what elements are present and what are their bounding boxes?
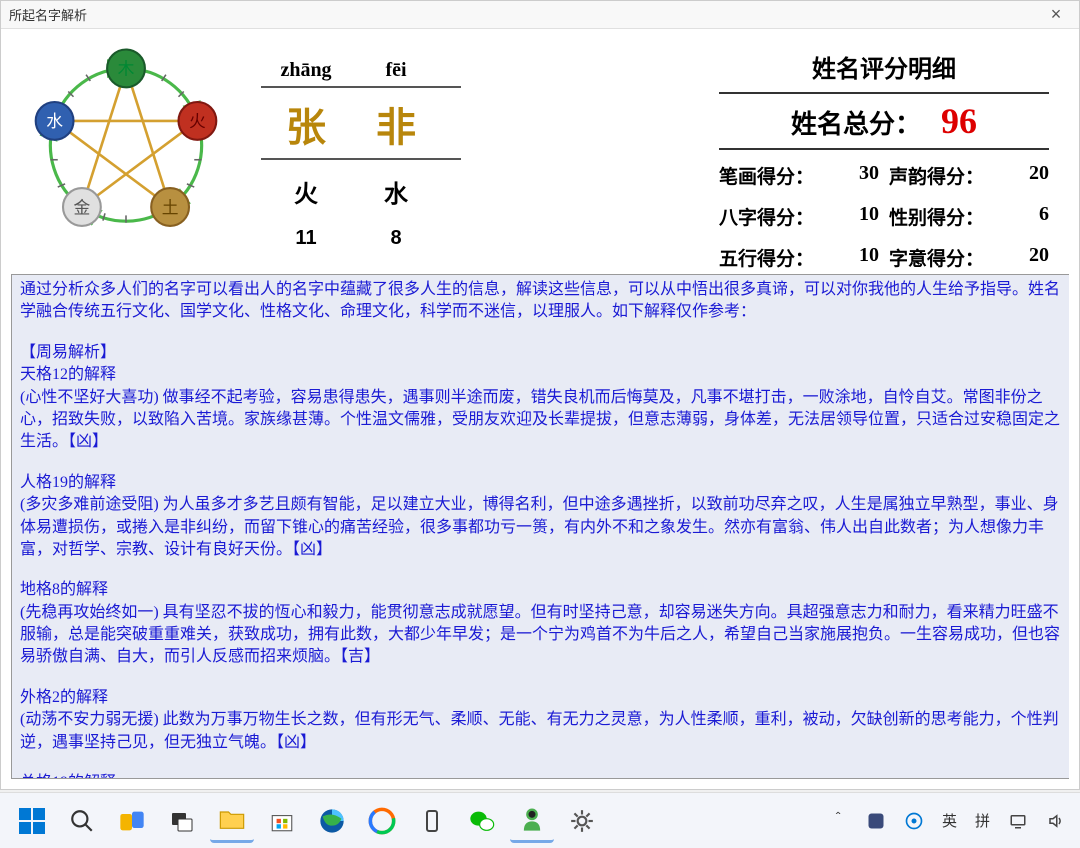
score-item-xingbie: 性别得分： 6 [889,203,1049,230]
titlebar[interactable]: 所起名字解析 × [1,1,1079,29]
analysis-intro: 通过分析众多人们的名字可以看出人的名字中蕴藏了很多人生的信息，解读这些信息，可以… [20,279,1061,324]
score-section: 姓名评分明细 姓名总分： 96 笔画得分： 30 声韵得分： 20 八字得分： … [719,39,1049,271]
taskbar-store[interactable] [260,799,304,843]
analysis-ren-body: (多灾多难前途受阻) 为人虽多才多艺且颇有智能，足以建立大业，博得名利，但中途多… [20,494,1061,561]
tray-onedrive-icon[interactable] [900,807,928,835]
pinyin-given: fēi [351,59,441,82]
tray-app-icon[interactable] [862,807,890,835]
taskbar-left [10,799,604,843]
svg-text:木: 木 [118,60,135,79]
svg-text:金: 金 [74,198,91,217]
hanzi-surname: 张 [261,102,351,154]
strokes-surname: 11 [261,213,351,250]
browser-icon [368,807,396,835]
search-button[interactable] [60,799,104,843]
taskbar-wechat[interactable] [460,799,504,843]
taskview-icon [170,809,194,833]
analysis-textarea[interactable]: 通过分析众多人们的名字可以看出人的名字中蕴藏了很多人生的信息，解读这些信息，可以… [11,274,1069,779]
analysis-zong-title: 总格19的解释 [20,772,1061,779]
total-score-value: 96 [941,100,977,142]
taskbar[interactable]: ＾ 英 拼 [0,792,1080,848]
score-grid: 笔画得分： 30 声韵得分： 20 八字得分： 10 性别得分： 6 五行得分： [719,162,1049,271]
analysis-wai-title: 外格2的解释 [20,687,1061,709]
score-item-shengyun: 声韵得分： 20 [889,162,1049,189]
tray-chevron[interactable]: ＾ [824,807,852,835]
taskbar-browser[interactable] [360,799,404,843]
element-given: 水 [351,174,441,209]
folder-icon [218,805,246,833]
taskbar-explorer[interactable] [210,799,254,843]
taskbar-app-5[interactable] [410,799,454,843]
svg-text:土: 土 [162,198,179,217]
analysis-zhouyi-title: 【周易解析】 [20,342,1061,364]
tray-network-icon[interactable] [1004,807,1032,835]
taskbar-current-app[interactable] [510,799,554,843]
analysis-di-title: 地格8的解释 [20,579,1061,601]
gear-icon [569,808,595,834]
wechat-icon [468,807,496,835]
total-score-label: 姓名总分： [791,104,921,141]
name-divider-2 [261,158,461,160]
ime-lang[interactable]: 英 [938,810,961,831]
score-item-ziyi: 字意得分： 20 [889,244,1049,271]
taskbar-taskview[interactable] [160,799,204,843]
hanzi-given: 非 [351,102,441,154]
window-title: 所起名字解析 [9,5,87,24]
header-section: 木 火 土 金 水 zhāng fēi 张 非 火 水 11 [1,29,1079,269]
name-divider [261,86,461,88]
analysis-di-body: (先稳再攻始终如一) 具有坚忍不拔的恆心和毅力，能贯彻意志成就愿望。但有时坚持己… [20,602,1061,669]
search-icon [69,808,95,834]
score-item-bihua: 笔画得分： 30 [719,162,879,189]
edge-icon [318,807,346,835]
analysis-tian-title: 天格12的解释 [20,364,1061,386]
windows-logo-icon [19,808,45,834]
score-item-bazi: 八字得分： 10 [719,203,879,230]
taskbar-edge[interactable] [310,799,354,843]
svg-text:水: 水 [46,112,63,131]
analysis-tian-body: (心性不坚好大喜功) 做事经不起考验，容易患得患失，遇事则半途而废，错失良机而后… [20,387,1061,454]
app-icon [518,805,546,833]
analysis-wai-body: (动荡不安力弱无援) 此数为万事万物生长之数，但有形无气、柔顺、无能、有无力之灵… [20,709,1061,754]
pinyin-surname: zhāng [261,59,351,82]
total-score-row: 姓名总分： 96 [719,92,1049,150]
start-button[interactable] [10,799,54,843]
taskbar-settings[interactable] [560,799,604,843]
strokes-given: 8 [351,213,441,250]
main-window: 所起名字解析 × [0,0,1080,790]
taskbar-app-1[interactable] [110,799,154,843]
store-icon [269,808,295,834]
score-item-wuxing: 五行得分： 10 [719,244,879,271]
copilot-icon [118,807,146,835]
phone-icon [420,809,444,833]
analysis-ren-title: 人格19的解释 [20,472,1061,494]
element-surname: 火 [261,174,351,209]
score-title: 姓名评分明细 [719,49,1049,84]
tray-volume-icon[interactable] [1042,807,1070,835]
wuxing-pentagram: 木 火 土 金 水 [21,39,231,249]
name-info: zhāng fēi 张 非 火 水 11 8 [261,39,491,254]
close-button[interactable]: × [1041,4,1071,25]
system-tray: ＾ 英 拼 [824,807,1070,835]
ime-mode[interactable]: 拼 [971,810,994,831]
svg-text:火: 火 [189,112,206,131]
